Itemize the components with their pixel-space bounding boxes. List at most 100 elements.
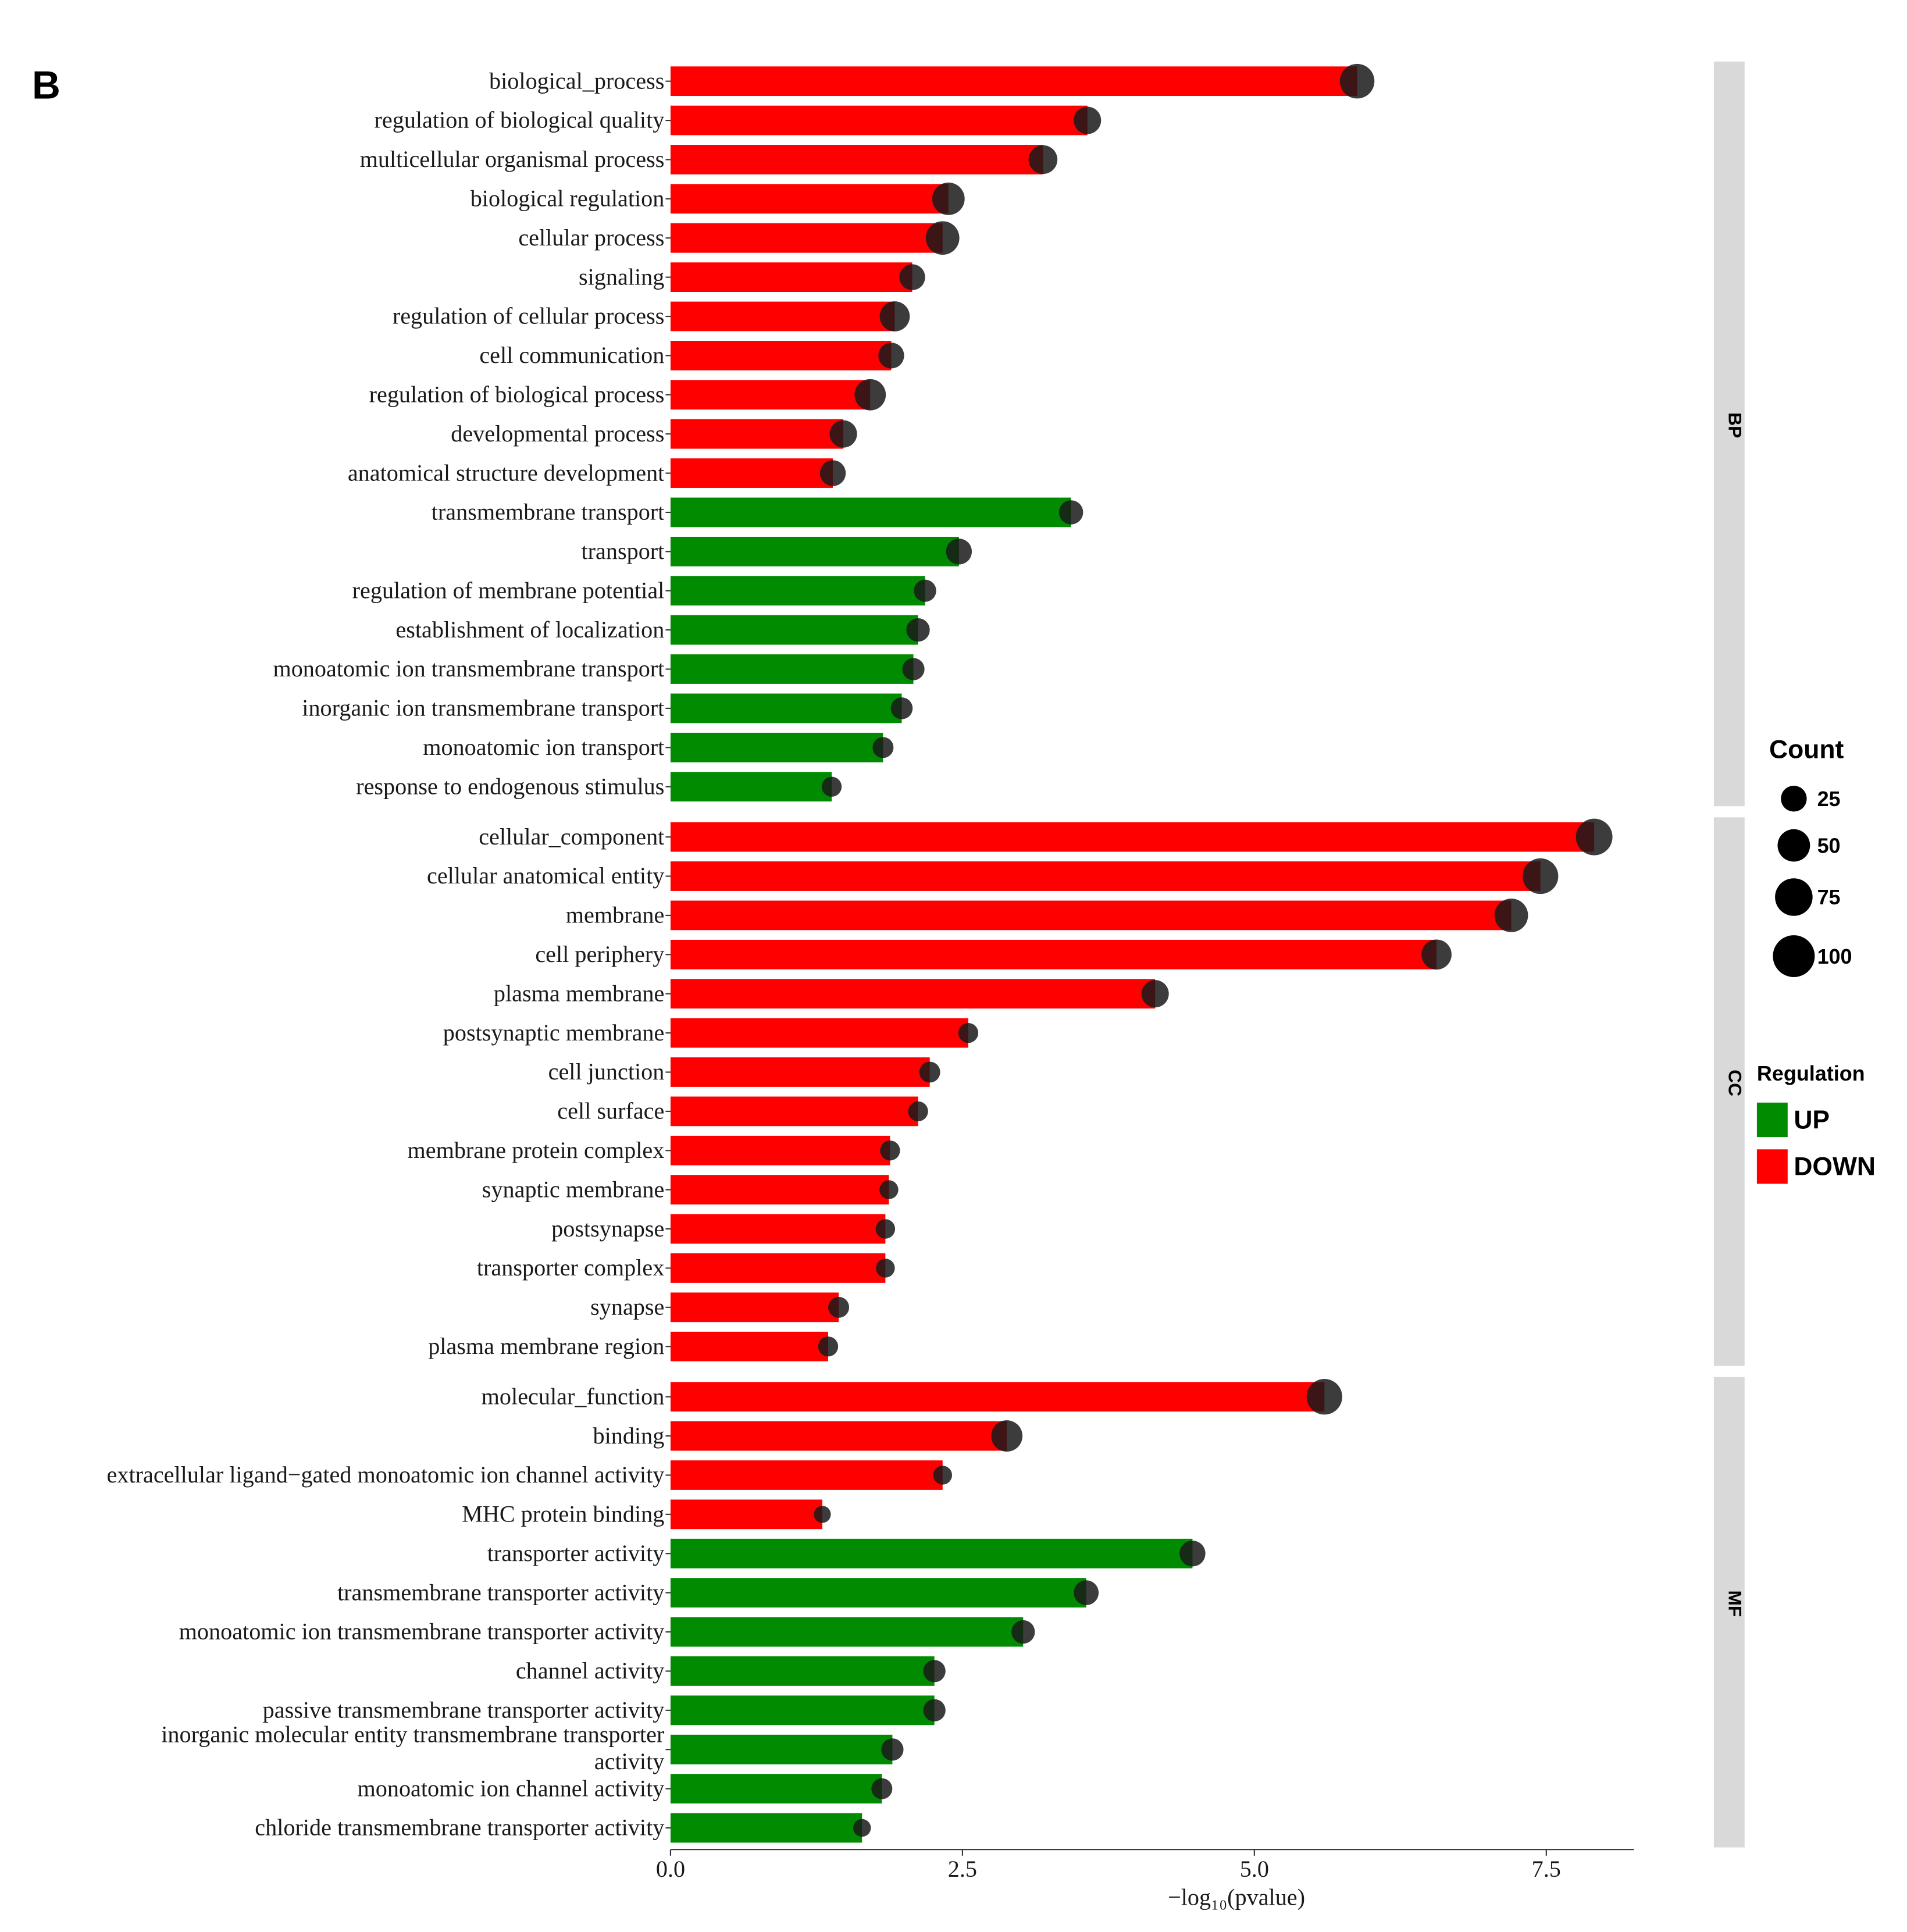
x-tick-label: 2.5 — [948, 1856, 977, 1882]
bar — [670, 1695, 935, 1726]
count-dot — [829, 420, 857, 448]
count-dot — [875, 1219, 896, 1239]
x-tick-label: 5.0 — [1240, 1856, 1269, 1882]
y-tick-label: channel activity — [516, 1657, 665, 1684]
y-tick-label: postsynaptic membrane — [443, 1020, 665, 1046]
count-dot — [814, 1506, 831, 1523]
y-tick-label: inorganic molecular entity transmembrane… — [161, 1721, 665, 1775]
count-dot — [923, 1660, 946, 1683]
y-tick-label: postsynapse — [551, 1215, 664, 1242]
facet-strip — [1713, 61, 1745, 807]
bar — [670, 1214, 886, 1244]
bar — [670, 262, 912, 293]
bar — [670, 822, 1595, 852]
x-tick-label: 0.0 — [656, 1856, 685, 1882]
bar — [670, 1175, 889, 1205]
y-tick-label: anatomical structure development — [348, 459, 665, 486]
count-dot — [821, 776, 842, 797]
count-dot — [933, 1466, 952, 1485]
bar — [670, 900, 1512, 931]
count-dot — [828, 1296, 850, 1318]
y-tick-label: response to endogenous stimulus — [356, 773, 664, 799]
y-tick-label: multicellular organismal process — [360, 146, 665, 172]
y-tick-label: membrane — [566, 902, 665, 928]
bar — [670, 939, 1437, 969]
bar — [670, 105, 1088, 136]
bar — [670, 497, 1071, 527]
y-tick-label: regulation of cellular process — [393, 303, 665, 329]
y-tick-label: inorganic ion transmembrane transport — [302, 695, 664, 721]
count-dot — [854, 379, 886, 411]
bar — [670, 1057, 930, 1087]
y-tick-label: cellular_component — [479, 824, 664, 850]
bar — [670, 1774, 882, 1803]
count-dot — [890, 697, 913, 719]
count-dot — [881, 1738, 904, 1761]
count-dot — [1306, 1379, 1342, 1415]
count-dot — [906, 618, 930, 642]
count-dot — [1179, 1541, 1206, 1567]
bar — [670, 654, 914, 684]
count-dot — [899, 264, 925, 290]
count-dot — [1074, 106, 1102, 134]
facet-label: MF — [1724, 1590, 1745, 1617]
count-dot — [818, 1336, 839, 1357]
bar — [670, 1656, 935, 1686]
legend-label: UP — [1794, 1106, 1830, 1134]
y-tick-label: synaptic membrane — [482, 1176, 665, 1202]
legend-label: DOWN — [1794, 1153, 1876, 1181]
bar — [670, 1734, 893, 1765]
bar — [670, 380, 871, 410]
y-tick-label: signaling — [579, 263, 664, 290]
bar — [670, 1135, 890, 1165]
y-tick-label: transporter complex — [477, 1254, 664, 1281]
bar — [670, 301, 895, 331]
bar — [670, 1460, 943, 1490]
bar — [670, 184, 949, 214]
y-tick-label: cell surface — [557, 1098, 664, 1124]
y-tick-label: transporter activity — [487, 1540, 665, 1566]
count-dot — [991, 1420, 1023, 1452]
x-tick-label: 7.5 — [1532, 1856, 1561, 1882]
y-tick-label: plasma membrane region — [428, 1333, 664, 1359]
count-dot — [1523, 858, 1559, 894]
bar — [670, 772, 832, 802]
y-tick-label: biological_process — [489, 67, 664, 94]
y-tick-label: regulation of biological quality — [375, 107, 665, 133]
y-tick-label: binding — [593, 1423, 665, 1449]
count-dot — [902, 658, 925, 680]
bar — [670, 223, 943, 253]
size-legend-label: 25 — [1817, 787, 1841, 811]
bar — [670, 145, 1043, 174]
bar — [670, 576, 925, 606]
y-tick-label: passive transmembrane transporter activi… — [263, 1697, 665, 1723]
count-dot — [819, 460, 846, 486]
facet-label: BP — [1724, 412, 1745, 438]
y-tick-label: cell periphery — [535, 941, 664, 967]
bar — [670, 1578, 1086, 1608]
bar — [670, 1499, 822, 1530]
y-tick-label: chloride transmembrane transporter activ… — [255, 1815, 664, 1841]
count-dot — [1494, 899, 1528, 932]
y-tick-label: membrane protein complex — [408, 1137, 665, 1163]
facet-strip — [1713, 817, 1745, 1366]
size-legend-dot — [1775, 878, 1813, 916]
bar — [670, 341, 892, 370]
bar — [670, 419, 844, 449]
y-tick-label: developmental process — [451, 420, 664, 447]
bar — [670, 615, 918, 645]
bar — [670, 1617, 1024, 1647]
count-dot — [946, 539, 972, 565]
y-tick-label: monoatomic ion transmembrane transporter… — [179, 1619, 665, 1645]
bar — [670, 693, 902, 723]
size-legend-label: 100 — [1817, 944, 1852, 968]
count-dot — [932, 182, 965, 215]
y-tick-label: regulation of biological process — [369, 381, 665, 407]
count-dot — [914, 579, 936, 602]
bar — [670, 979, 1156, 1009]
y-tick-label: regulation of membrane potential — [352, 577, 665, 603]
y-tick-label: monoatomic ion transmembrane transport — [273, 655, 664, 682]
y-tick-label: transport — [582, 538, 665, 564]
size-legend-dot — [1773, 935, 1815, 978]
